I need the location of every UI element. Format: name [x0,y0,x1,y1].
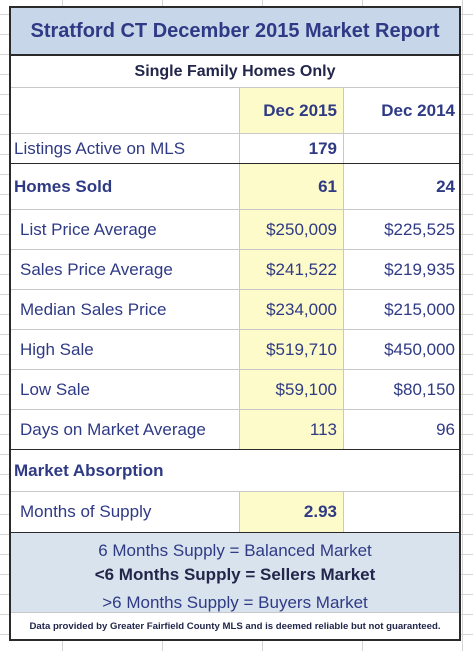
days-on-market-dec-2015: 113 [239,410,343,449]
listings-label: Listings Active on MLS [14,138,186,158]
column-header-dec-2015: Dec 2015 [239,88,343,133]
months-of-supply-row: Months of Supply 2.93 [11,492,459,533]
table-row: List Price Average $250,009 $225,525 [11,210,459,250]
homes-sold-dec-2015: 61 [239,164,343,209]
report-subtitle: Single Family Homes Only [11,56,459,88]
low-sale-dec-2014: $80,150 [343,370,459,409]
median-sales-price-dec-2015: $234,000 [239,290,343,329]
column-header-row: Dec 2015 Dec 2014 [11,88,459,134]
supply-legend: 6 Months Supply = Balanced Market <6 Mon… [11,533,459,613]
table-row: Low Sale $59,100 $80,150 [11,370,459,410]
table-row: Median Sales Price $234,000 $215,000 [11,290,459,330]
months-of-supply-dec-2015: 2.93 [239,492,343,532]
days-on-market-label: Days on Market Average [20,419,206,439]
report-title: Stratford CT December 2015 Market Report [11,8,459,56]
high-sale-dec-2015: $519,710 [239,330,343,369]
market-report-table: Stratford CT December 2015 Market Report… [9,6,461,641]
sales-price-average-label: Sales Price Average [20,259,173,279]
absorption-heading-row: Market Absorption [11,450,459,492]
legend-sellers: <6 Months Supply = Sellers Market [94,565,376,584]
legend-balanced: 6 Months Supply = Balanced Market [98,541,372,560]
table-row: Days on Market Average 113 96 [11,410,459,450]
listings-dec-2015: 179 [239,134,343,163]
header-label-cell [11,88,239,133]
median-sales-price-dec-2014: $215,000 [343,290,459,329]
sales-price-average-dec-2015: $241,522 [239,250,343,289]
median-sales-price-label: Median Sales Price [20,299,167,319]
high-sale-dec-2014: $450,000 [343,330,459,369]
list-price-average-dec-2015: $250,009 [239,210,343,249]
days-on-market-dec-2014: 96 [343,410,459,449]
column-header-dec-2014: Dec 2014 [343,88,459,133]
low-sale-label: Low Sale [20,379,90,399]
homes-sold-label: Homes Sold [14,176,113,196]
months-of-supply-label: Months of Supply [20,502,152,521]
homes-sold-row: Homes Sold 61 24 [11,164,459,210]
disclaimer: Data provided by Greater Fairfield Count… [29,620,441,632]
months-of-supply-dec-2014 [343,492,459,532]
list-price-average-label: List Price Average [20,219,157,239]
homes-sold-dec-2014: 24 [343,164,459,209]
legend-buyers: >6 Months Supply = Buyers Market [102,593,368,612]
table-row: Sales Price Average $241,522 $219,935 [11,250,459,290]
high-sale-label: High Sale [20,339,94,359]
list-price-average-dec-2014: $225,525 [343,210,459,249]
low-sale-dec-2015: $59,100 [239,370,343,409]
table-row: High Sale $519,710 $450,000 [11,330,459,370]
listings-row: Listings Active on MLS 179 [11,134,459,164]
absorption-heading: Market Absorption [14,460,164,480]
listings-dec-2014 [343,134,459,163]
sales-price-average-dec-2014: $219,935 [343,250,459,289]
